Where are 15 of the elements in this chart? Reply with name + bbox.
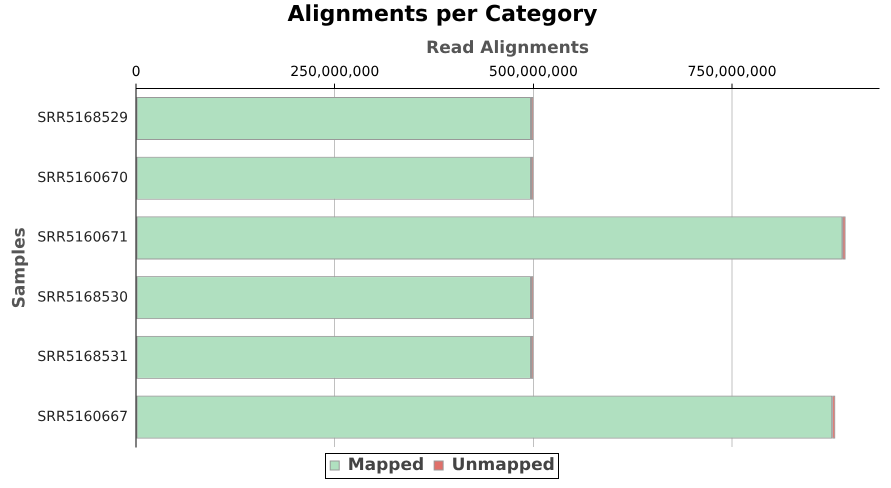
x-tick-label: 0 bbox=[132, 64, 141, 80]
x-tick-label: 250,000,000 bbox=[290, 64, 380, 80]
y-tick-label: SRR5160670 bbox=[37, 170, 128, 186]
x-tick-label: 750,000,000 bbox=[687, 64, 777, 80]
y-tick-label: SRR5168531 bbox=[37, 349, 128, 366]
x-tick-label: 500,000,000 bbox=[488, 64, 578, 80]
y-axis-title: Samples bbox=[10, 227, 30, 308]
legend-label: Unmapped bbox=[452, 454, 555, 475]
legend-label: Mapped bbox=[348, 454, 424, 475]
x-axis-title: Read Alignments bbox=[426, 38, 589, 58]
y-tick-label: SRR5168529 bbox=[37, 110, 128, 126]
y-tick-label: SRR5160667 bbox=[37, 408, 128, 425]
y-tick-label: SRR5160671 bbox=[37, 230, 128, 246]
chart-title: Alignments per Category bbox=[288, 2, 598, 27]
y-tick-label: SRR5168530 bbox=[37, 289, 128, 306]
